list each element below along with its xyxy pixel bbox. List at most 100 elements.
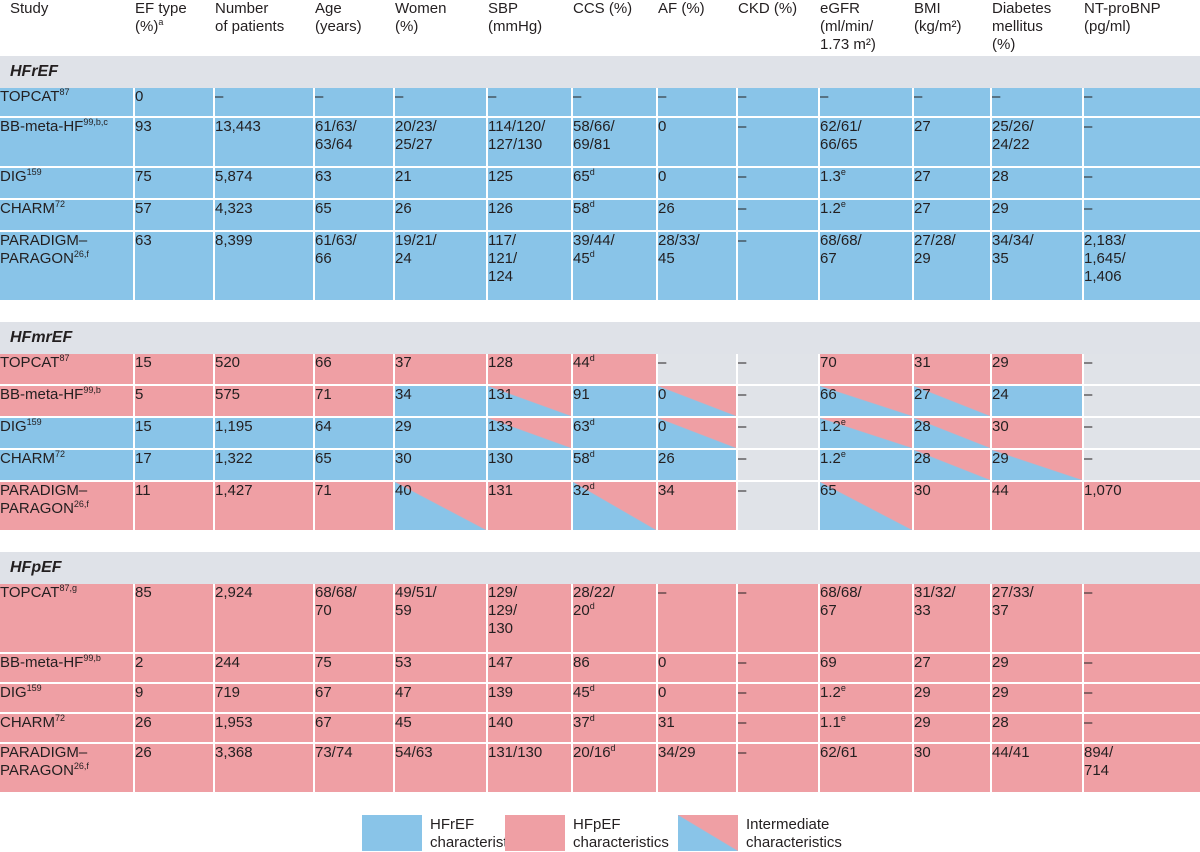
cell-diabetes-mellitus: 28 bbox=[992, 168, 1084, 200]
cell-nt-probnp: – bbox=[1084, 386, 1200, 418]
cell-women: 49/51/59 bbox=[395, 584, 488, 654]
study-name-cell: PARADIGM– PARAGON26,f bbox=[0, 232, 135, 302]
cell-bmi: 27 bbox=[914, 386, 992, 418]
cell-women: 29 bbox=[395, 418, 488, 450]
cell-sbp: 140 bbox=[488, 714, 573, 744]
study-name-cell: PARADIGM– PARAGON26,f bbox=[0, 744, 135, 794]
cell-ckd: – bbox=[738, 118, 820, 168]
study-name-cell: TOPCAT87 bbox=[0, 354, 135, 386]
cell-women: 20/23/25/27 bbox=[395, 118, 488, 168]
legend-label-intermediate: Intermediate characteristics bbox=[746, 816, 842, 851]
cell-nt-probnp: – bbox=[1084, 714, 1200, 744]
cell-egfr: 70 bbox=[820, 354, 914, 386]
cell-ccs: 32d bbox=[573, 482, 658, 532]
cell-age: 64 bbox=[315, 418, 395, 450]
table-row: PARADIGM– PARAGON26,f 11 1,427 71 40 131 32d 34–… bbox=[0, 482, 1200, 532]
cell-ccs: 44d bbox=[573, 354, 658, 386]
cell-women: 40 bbox=[395, 482, 488, 532]
study-name-cell: DIG159 bbox=[0, 418, 135, 450]
cell-bmi: 29 bbox=[914, 684, 992, 714]
cell-af: – bbox=[658, 88, 738, 118]
legend-swatch-intermediate bbox=[678, 815, 738, 851]
cell-ef-type: 15 bbox=[135, 418, 215, 450]
cell-af: 26 bbox=[658, 450, 738, 482]
cell-af: 26 bbox=[658, 200, 738, 232]
cell-women: 30 bbox=[395, 450, 488, 482]
cell-ef-type: 9 bbox=[135, 684, 215, 714]
table-row: TOPCAT87 15 520 66 37 128 44d – –70 31 29– bbox=[0, 354, 1200, 386]
cell-nt-probnp: – bbox=[1084, 450, 1200, 482]
study-name-cell: BB-meta-HF99,b bbox=[0, 654, 135, 684]
section-header: HFpEF bbox=[0, 552, 1200, 584]
cell-sbp: – bbox=[488, 88, 573, 118]
cell-age: 71 bbox=[315, 386, 395, 418]
cell-age: 66 bbox=[315, 354, 395, 386]
cell-ckd: – bbox=[738, 584, 820, 654]
cell-ckd: – bbox=[738, 200, 820, 232]
study-name-cell: CHARM72 bbox=[0, 200, 135, 232]
cell-sbp: 131 bbox=[488, 482, 573, 532]
cell-number-of-patients: 244 bbox=[215, 654, 315, 684]
cell-diabetes-mellitus: 44 bbox=[992, 482, 1084, 532]
cell-nt-probnp: – bbox=[1084, 168, 1200, 200]
table-row: TOPCAT87 0– – – – – – – – – – – bbox=[0, 88, 1200, 118]
cell-age: 63 bbox=[315, 168, 395, 200]
cell-age: 71 bbox=[315, 482, 395, 532]
header-af: AF (%) bbox=[658, 0, 738, 56]
cell-number-of-patients: 1,322 bbox=[215, 450, 315, 482]
cell-age: 67 bbox=[315, 714, 395, 744]
cell-nt-probnp: – bbox=[1084, 684, 1200, 714]
cell-women: 54/63 bbox=[395, 744, 488, 794]
study-name-cell: DIG159 bbox=[0, 684, 135, 714]
cell-egfr: 1.2e bbox=[820, 200, 914, 232]
cell-bmi: – bbox=[914, 88, 992, 118]
cell-ccs: 20/16d bbox=[573, 744, 658, 794]
cell-bmi: 28 bbox=[914, 418, 992, 450]
cell-diabetes-mellitus: 29 bbox=[992, 450, 1084, 482]
cell-age: 73/74 bbox=[315, 744, 395, 794]
study-name-cell: DIG159 bbox=[0, 168, 135, 200]
cell-ef-type: 17 bbox=[135, 450, 215, 482]
cell-bmi: 30 bbox=[914, 482, 992, 532]
cell-ccs: 63d bbox=[573, 418, 658, 450]
cell-ckd: – bbox=[738, 714, 820, 744]
cell-bmi: 28 bbox=[914, 450, 992, 482]
cell-diabetes-mellitus: 30 bbox=[992, 418, 1084, 450]
table-row: CHARM72 17 1,322 65 30 130 58d 26–1.2e 28 29– bbox=[0, 450, 1200, 482]
cell-af: 0 bbox=[658, 386, 738, 418]
cell-nt-probnp: – bbox=[1084, 118, 1200, 168]
cell-egfr: 65 bbox=[820, 482, 914, 532]
cell-women: 21 bbox=[395, 168, 488, 200]
cell-diabetes-mellitus: 29 bbox=[992, 200, 1084, 232]
cell-ccs: 37d bbox=[573, 714, 658, 744]
cell-age: 75 bbox=[315, 654, 395, 684]
cell-ckd: – bbox=[738, 386, 820, 418]
cell-nt-probnp: 2,183/1,645/1,406 bbox=[1084, 232, 1200, 302]
cell-sbp: 130 bbox=[488, 450, 573, 482]
cell-diabetes-mellitus: 44/41 bbox=[992, 744, 1084, 794]
cell-bmi: 31/32/33 bbox=[914, 584, 992, 654]
section-title: HFrEF bbox=[0, 56, 1200, 88]
cell-nt-probnp: 1,070 bbox=[1084, 482, 1200, 532]
section-spacer bbox=[0, 302, 1200, 322]
cell-diabetes-mellitus: 34/34/35 bbox=[992, 232, 1084, 302]
cell-age: 61/63/63/64 bbox=[315, 118, 395, 168]
cell-age: 67 bbox=[315, 684, 395, 714]
cell-ccs: 86 bbox=[573, 654, 658, 684]
cell-sbp: 126 bbox=[488, 200, 573, 232]
cell-sbp: 131 bbox=[488, 386, 573, 418]
cell-age: 65 bbox=[315, 450, 395, 482]
study-name-cell: PARADIGM– PARAGON26,f bbox=[0, 482, 135, 532]
cell-sbp: 128 bbox=[488, 354, 573, 386]
cell-sbp: 129/129/130 bbox=[488, 584, 573, 654]
cell-diabetes-mellitus: 24 bbox=[992, 386, 1084, 418]
cell-egfr: 1.2e bbox=[820, 450, 914, 482]
cell-af: 34 bbox=[658, 482, 738, 532]
cell-nt-probnp: – bbox=[1084, 584, 1200, 654]
cell-number-of-patients: 8,399 bbox=[215, 232, 315, 302]
cell-ckd: – bbox=[738, 684, 820, 714]
cell-sbp: 139 bbox=[488, 684, 573, 714]
cell-women: – bbox=[395, 88, 488, 118]
cell-diabetes-mellitus: 29 bbox=[992, 354, 1084, 386]
cell-ccs: – bbox=[573, 88, 658, 118]
